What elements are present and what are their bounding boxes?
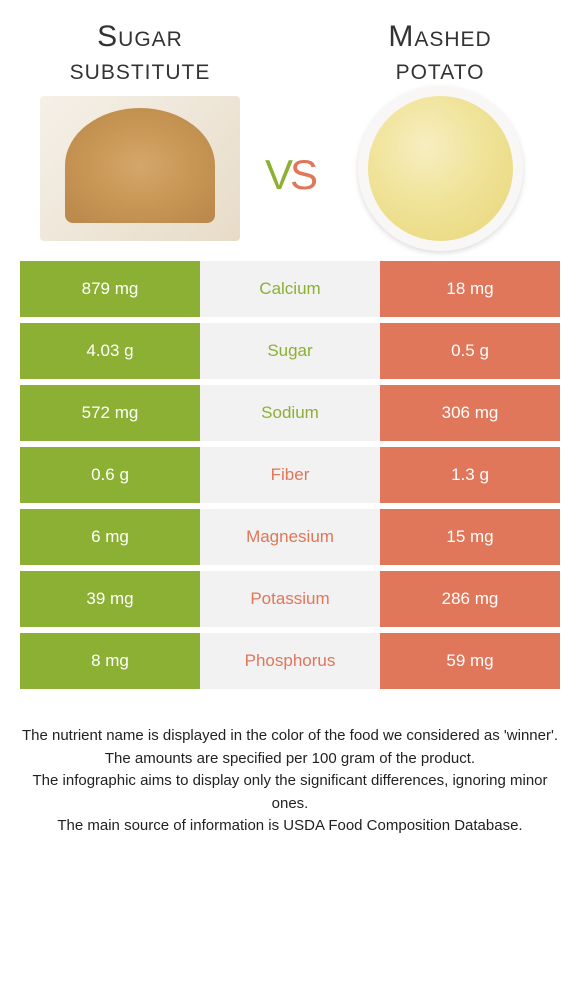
nutrient-label-cell: Phosphorus [200,633,380,689]
nutrient-label-cell: Calcium [200,261,380,317]
nutrient-row: 4.03 gSugar0.5 g [20,323,560,379]
right-value-cell: 1.3 g [380,447,560,503]
nutrient-row: 572 mgSodium306 mg [20,385,560,441]
left-value-cell: 4.03 g [20,323,200,379]
left-value-cell: 8 mg [20,633,200,689]
nutrient-label-cell: Sugar [200,323,380,379]
nutrient-row: 39 mgPotassium286 mg [20,571,560,627]
left-food-image [40,96,240,241]
nutrient-row: 879 mgCalcium18 mg [20,261,560,317]
infographic-container: Sugar substitute Mashed potato vs 879 mg… [0,0,580,838]
nutrient-label-cell: Sodium [200,385,380,441]
right-value-cell: 306 mg [380,385,560,441]
nutrient-label-cell: Fiber [200,447,380,503]
footer-line: The infographic aims to display only the… [20,770,560,815]
right-value-cell: 0.5 g [380,323,560,379]
right-value-cell: 15 mg [380,509,560,565]
left-value-cell: 6 mg [20,509,200,565]
left-value-cell: 572 mg [20,385,200,441]
left-value-cell: 39 mg [20,571,200,627]
images-row: vs [0,96,580,261]
right-food-title: Mashed potato [340,20,540,86]
nutrient-label-cell: Magnesium [200,509,380,565]
footer-notes: The nutrient name is displayed in the co… [0,695,580,838]
right-food-image [340,96,540,241]
footer-line: The nutrient name is displayed in the co… [20,725,560,748]
nutrient-label-cell: Potassium [200,571,380,627]
vs-label: vs [265,134,315,203]
left-value-cell: 0.6 g [20,447,200,503]
nutrient-row: 6 mgMagnesium15 mg [20,509,560,565]
right-value-cell: 59 mg [380,633,560,689]
nutrient-row: 0.6 gFiber1.3 g [20,447,560,503]
right-value-cell: 18 mg [380,261,560,317]
left-value-cell: 879 mg [20,261,200,317]
nutrient-table: 879 mgCalcium18 mg 4.03 gSugar0.5 g 572 mg… [20,261,560,689]
header: Sugar substitute Mashed potato [0,0,580,96]
nutrient-row: 8 mgPhosphorus59 mg [20,633,560,689]
footer-line: The main source of information is USDA F… [20,815,560,838]
left-food-title: Sugar substitute [40,20,240,86]
right-value-cell: 286 mg [380,571,560,627]
footer-line: The amounts are specified per 100 gram o… [20,748,560,771]
